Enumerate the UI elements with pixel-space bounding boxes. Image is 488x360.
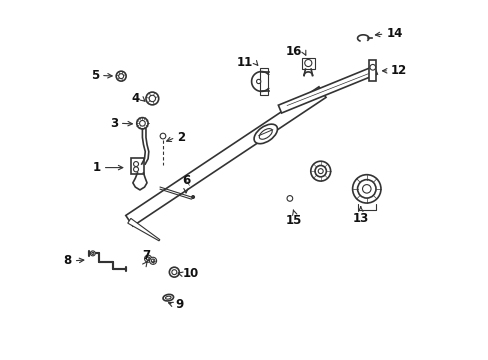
- Circle shape: [133, 167, 138, 172]
- Circle shape: [149, 257, 156, 264]
- Text: 4: 4: [131, 92, 140, 105]
- Circle shape: [304, 59, 311, 67]
- Circle shape: [160, 133, 165, 139]
- Circle shape: [256, 79, 260, 84]
- Ellipse shape: [163, 294, 173, 301]
- Bar: [259, 68, 267, 95]
- Circle shape: [314, 166, 325, 177]
- Text: 13: 13: [352, 212, 368, 225]
- Text: 2: 2: [177, 131, 185, 144]
- Text: 16: 16: [285, 45, 302, 58]
- Circle shape: [145, 92, 159, 105]
- Ellipse shape: [165, 296, 171, 299]
- Circle shape: [169, 267, 179, 277]
- Polygon shape: [125, 87, 325, 226]
- Text: 10: 10: [183, 267, 199, 280]
- Circle shape: [149, 95, 155, 102]
- Circle shape: [139, 121, 145, 126]
- Ellipse shape: [259, 129, 272, 139]
- Text: 1: 1: [93, 161, 101, 174]
- Circle shape: [146, 257, 149, 260]
- Text: 5: 5: [91, 69, 99, 82]
- Text: 9: 9: [175, 298, 183, 311]
- Text: 6: 6: [182, 174, 190, 187]
- Text: 11: 11: [237, 56, 253, 69]
- Polygon shape: [278, 66, 376, 113]
- Circle shape: [171, 270, 177, 275]
- Circle shape: [310, 161, 330, 181]
- Circle shape: [151, 259, 155, 262]
- Bar: [301, 58, 314, 69]
- Text: 3: 3: [110, 117, 118, 130]
- Bar: [368, 60, 376, 81]
- Polygon shape: [127, 219, 160, 241]
- Ellipse shape: [254, 124, 277, 144]
- Circle shape: [352, 175, 380, 203]
- Text: 8: 8: [63, 254, 72, 267]
- Text: 7: 7: [142, 248, 150, 261]
- Circle shape: [286, 195, 292, 201]
- Circle shape: [362, 185, 370, 193]
- Circle shape: [116, 71, 126, 81]
- Circle shape: [357, 180, 375, 198]
- Circle shape: [119, 74, 123, 78]
- Circle shape: [369, 64, 375, 70]
- Circle shape: [144, 255, 151, 262]
- Text: 14: 14: [386, 27, 402, 40]
- Text: 12: 12: [390, 64, 407, 77]
- Text: 15: 15: [285, 215, 302, 228]
- Circle shape: [90, 251, 95, 256]
- Circle shape: [191, 195, 194, 198]
- Circle shape: [92, 252, 94, 255]
- Circle shape: [137, 118, 148, 129]
- Bar: [131, 158, 143, 174]
- Circle shape: [318, 168, 323, 174]
- Circle shape: [133, 162, 138, 167]
